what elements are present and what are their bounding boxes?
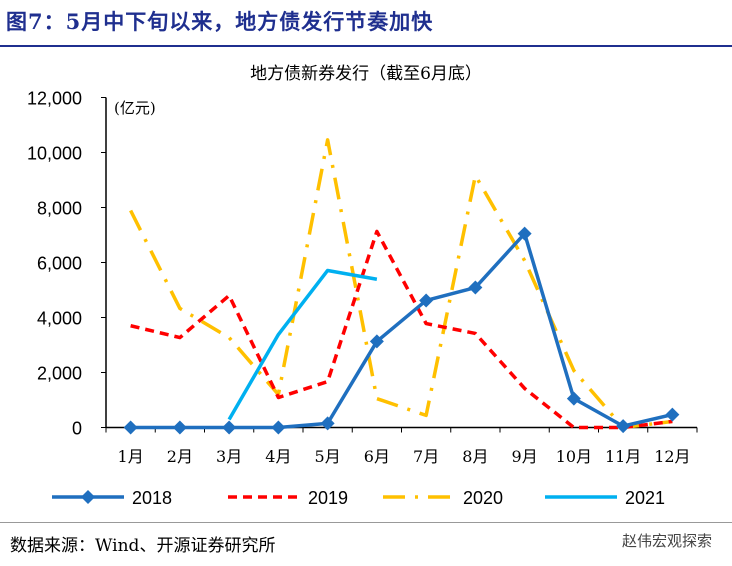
series-line-2018 bbox=[130, 231, 673, 430]
data-point-2018 bbox=[419, 293, 434, 308]
y-tick-label: 4,000 bbox=[37, 309, 82, 329]
legend-marker-2018 bbox=[81, 490, 95, 504]
x-tick-label: 11月 bbox=[605, 447, 641, 466]
y-axis-unit: (亿元) bbox=[114, 99, 156, 117]
y-tick-label: 10,000 bbox=[27, 144, 82, 164]
series-line-2021 bbox=[227, 268, 378, 421]
x-tick-label: 12月 bbox=[654, 447, 690, 466]
x-tick-label: 1月 bbox=[118, 447, 144, 466]
x-tick-label: 2月 bbox=[167, 447, 193, 466]
data-point-2018 bbox=[566, 391, 581, 406]
y-tick-label: 6,000 bbox=[37, 254, 82, 274]
data-point-2018 bbox=[665, 407, 680, 422]
x-tick-label: 7月 bbox=[413, 447, 439, 466]
x-tick-label: 6月 bbox=[364, 447, 390, 466]
figure-title: 图7：5月中下旬以来，地方债发行节奏加快 bbox=[6, 9, 434, 34]
y-tick-label: 8,000 bbox=[37, 199, 82, 219]
data-point-2018 bbox=[320, 416, 335, 431]
footer-divider bbox=[0, 522, 732, 523]
line-chart: 地方债新券发行（截至6月底） (亿元) 0 2,000 4,000 6,000 8,000 1… bbox=[27, 64, 698, 508]
x-tick-label: 10月 bbox=[556, 447, 592, 466]
source-note: 数据来源：Wind、开源证券研究所 bbox=[10, 536, 276, 556]
x-tick-label: 4月 bbox=[265, 447, 291, 466]
data-point-2018 bbox=[271, 420, 286, 435]
data-point-2018 bbox=[123, 420, 138, 435]
data-point-2018 bbox=[517, 226, 532, 241]
y-tick-label: 12,000 bbox=[27, 89, 82, 109]
legend-label-2020: 2020 bbox=[463, 488, 503, 508]
legend-label-2019: 2019 bbox=[308, 488, 348, 508]
legend-label-2018: 2018 bbox=[132, 488, 172, 508]
data-point-2018 bbox=[222, 420, 237, 435]
legend-label-2021: 2021 bbox=[625, 488, 665, 508]
data-point-2018 bbox=[172, 420, 187, 435]
x-tick-label: 9月 bbox=[512, 447, 538, 466]
title-divider bbox=[0, 45, 732, 47]
series-line-2019 bbox=[130, 229, 673, 430]
x-tick-label: 8月 bbox=[462, 447, 488, 466]
data-point-2018 bbox=[369, 334, 384, 349]
watermark: 赵伟宏观探索 bbox=[621, 532, 712, 550]
x-tick-label: 5月 bbox=[315, 447, 341, 466]
data-point-2018 bbox=[616, 419, 631, 434]
y-tick-label: 2,000 bbox=[37, 364, 82, 384]
data-point-2018 bbox=[468, 280, 483, 295]
y-tick-label: 0 bbox=[72, 419, 82, 439]
series-line-2020 bbox=[129, 138, 673, 430]
chart-title: 地方债新券发行（截至6月底） bbox=[250, 64, 482, 84]
x-tick-label: 3月 bbox=[216, 447, 242, 466]
